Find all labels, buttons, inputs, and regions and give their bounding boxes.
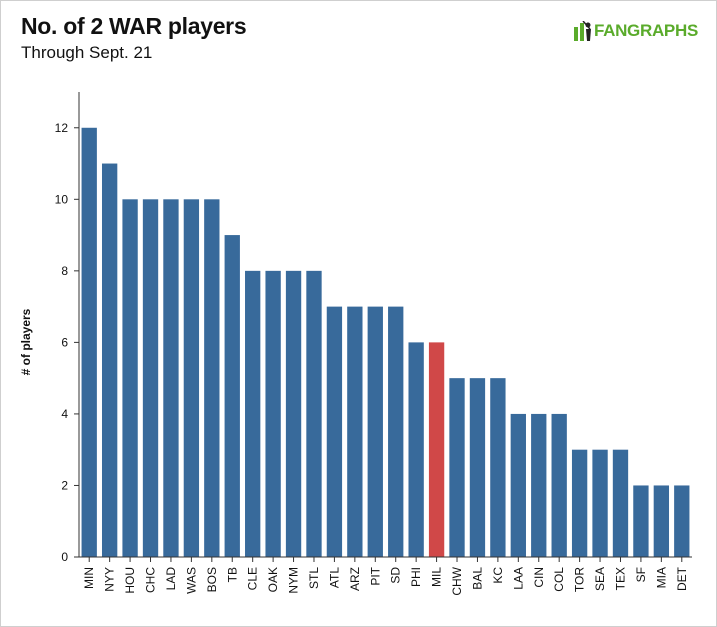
bar-mia [653, 485, 670, 557]
bar-arz [347, 306, 363, 557]
x-tick-label: MIL [430, 567, 444, 587]
y-axis-label: # of players [19, 308, 33, 375]
y-tick-label: 2 [61, 478, 68, 492]
y-tick-label: 0 [61, 550, 68, 564]
bar-was [183, 199, 200, 558]
bar-chc [142, 199, 159, 558]
x-tick-label: BOS [205, 567, 219, 592]
bar-lad [163, 199, 179, 558]
chart-subtitle: Through Sept. 21 [21, 43, 153, 62]
x-tick-label: LAD [164, 567, 178, 591]
x-tick-label: TOR [573, 567, 587, 592]
x-tick-label: PIT [368, 566, 382, 585]
x-tick-label: NYM [287, 567, 301, 594]
fangraphs-wordmark: FANGRAPHS [593, 21, 698, 40]
fangraphs-batter-icon [573, 21, 591, 41]
x-tick-label: TB [225, 567, 239, 582]
y-tick-label: 4 [61, 407, 68, 421]
bar-bos [204, 199, 220, 558]
y-tick-label: 8 [61, 264, 68, 278]
x-tick-label: NYY [103, 567, 117, 592]
x-tick-label: ARZ [348, 567, 362, 591]
x-tick-label: CLE [246, 567, 260, 590]
bar-bal [469, 378, 486, 557]
y-tick-label: 12 [55, 121, 69, 135]
bar-cle [245, 270, 261, 557]
x-tick-label: SF [634, 567, 648, 582]
x-tick-label: LAA [511, 567, 525, 590]
bar-sf [633, 485, 649, 557]
bar-tex [612, 449, 629, 557]
bar-sd [388, 306, 404, 557]
bar-hou [122, 199, 138, 558]
chart-title: No. of 2 WAR players [21, 13, 247, 39]
bar-phi [408, 342, 424, 557]
x-tick-label: STL [307, 567, 321, 589]
bar-kc [490, 378, 506, 557]
x-tick-label: CHC [144, 567, 158, 593]
y-tick-label: 6 [61, 335, 68, 349]
x-tick-label: ATL [327, 567, 341, 588]
bar-nyy [101, 163, 118, 558]
x-tick-label: MIN [82, 567, 96, 589]
bar-pit [367, 306, 383, 557]
x-tick-label: COL [552, 567, 566, 592]
y-tick-label: 10 [55, 192, 69, 206]
x-tick-label: SD [389, 567, 403, 584]
x-tick-label: CIN [532, 567, 546, 588]
x-tick-label: TEX [613, 567, 627, 590]
bar-min [81, 127, 97, 558]
bar-det [674, 485, 690, 557]
x-tick-label: CHW [450, 566, 464, 595]
bar-sea [592, 449, 608, 557]
x-axis: MIN NYY HOU CHC LAD WAS BOS TB CLE OAK NYM STL ATL AR… [79, 556, 692, 596]
x-tick-label: HOU [123, 567, 137, 594]
fangraphs-logo: FANGRAPHS [573, 21, 698, 41]
x-tick-label: WAS [184, 567, 198, 594]
x-tick-label: KC [491, 567, 505, 584]
x-tick-label: OAK [266, 567, 280, 592]
bar-chw [449, 378, 465, 557]
bar-tor [571, 449, 588, 557]
bar-stl [306, 270, 322, 557]
y-axis: 0 2 4 6 8 10 12 [55, 92, 80, 564]
x-tick-label: SEA [593, 567, 607, 591]
x-tick-label: PHI [409, 567, 423, 587]
x-tick-label: BAL [470, 567, 484, 590]
bar-oak [265, 270, 281, 557]
bar-mil [428, 342, 445, 557]
x-tick-label: MIA [654, 567, 668, 588]
bar-atl [326, 306, 343, 557]
bars [81, 127, 690, 558]
bar-cin [531, 413, 547, 557]
x-tick-label: DET [675, 566, 689, 591]
bar-col [551, 413, 567, 557]
bar-laa [510, 413, 526, 557]
bar-tb [224, 235, 240, 558]
bar-nym [285, 270, 302, 557]
